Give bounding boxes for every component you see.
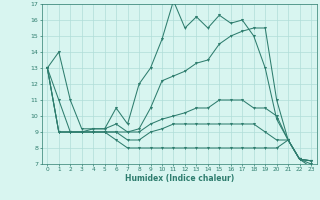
X-axis label: Humidex (Indice chaleur): Humidex (Indice chaleur)	[124, 174, 234, 183]
